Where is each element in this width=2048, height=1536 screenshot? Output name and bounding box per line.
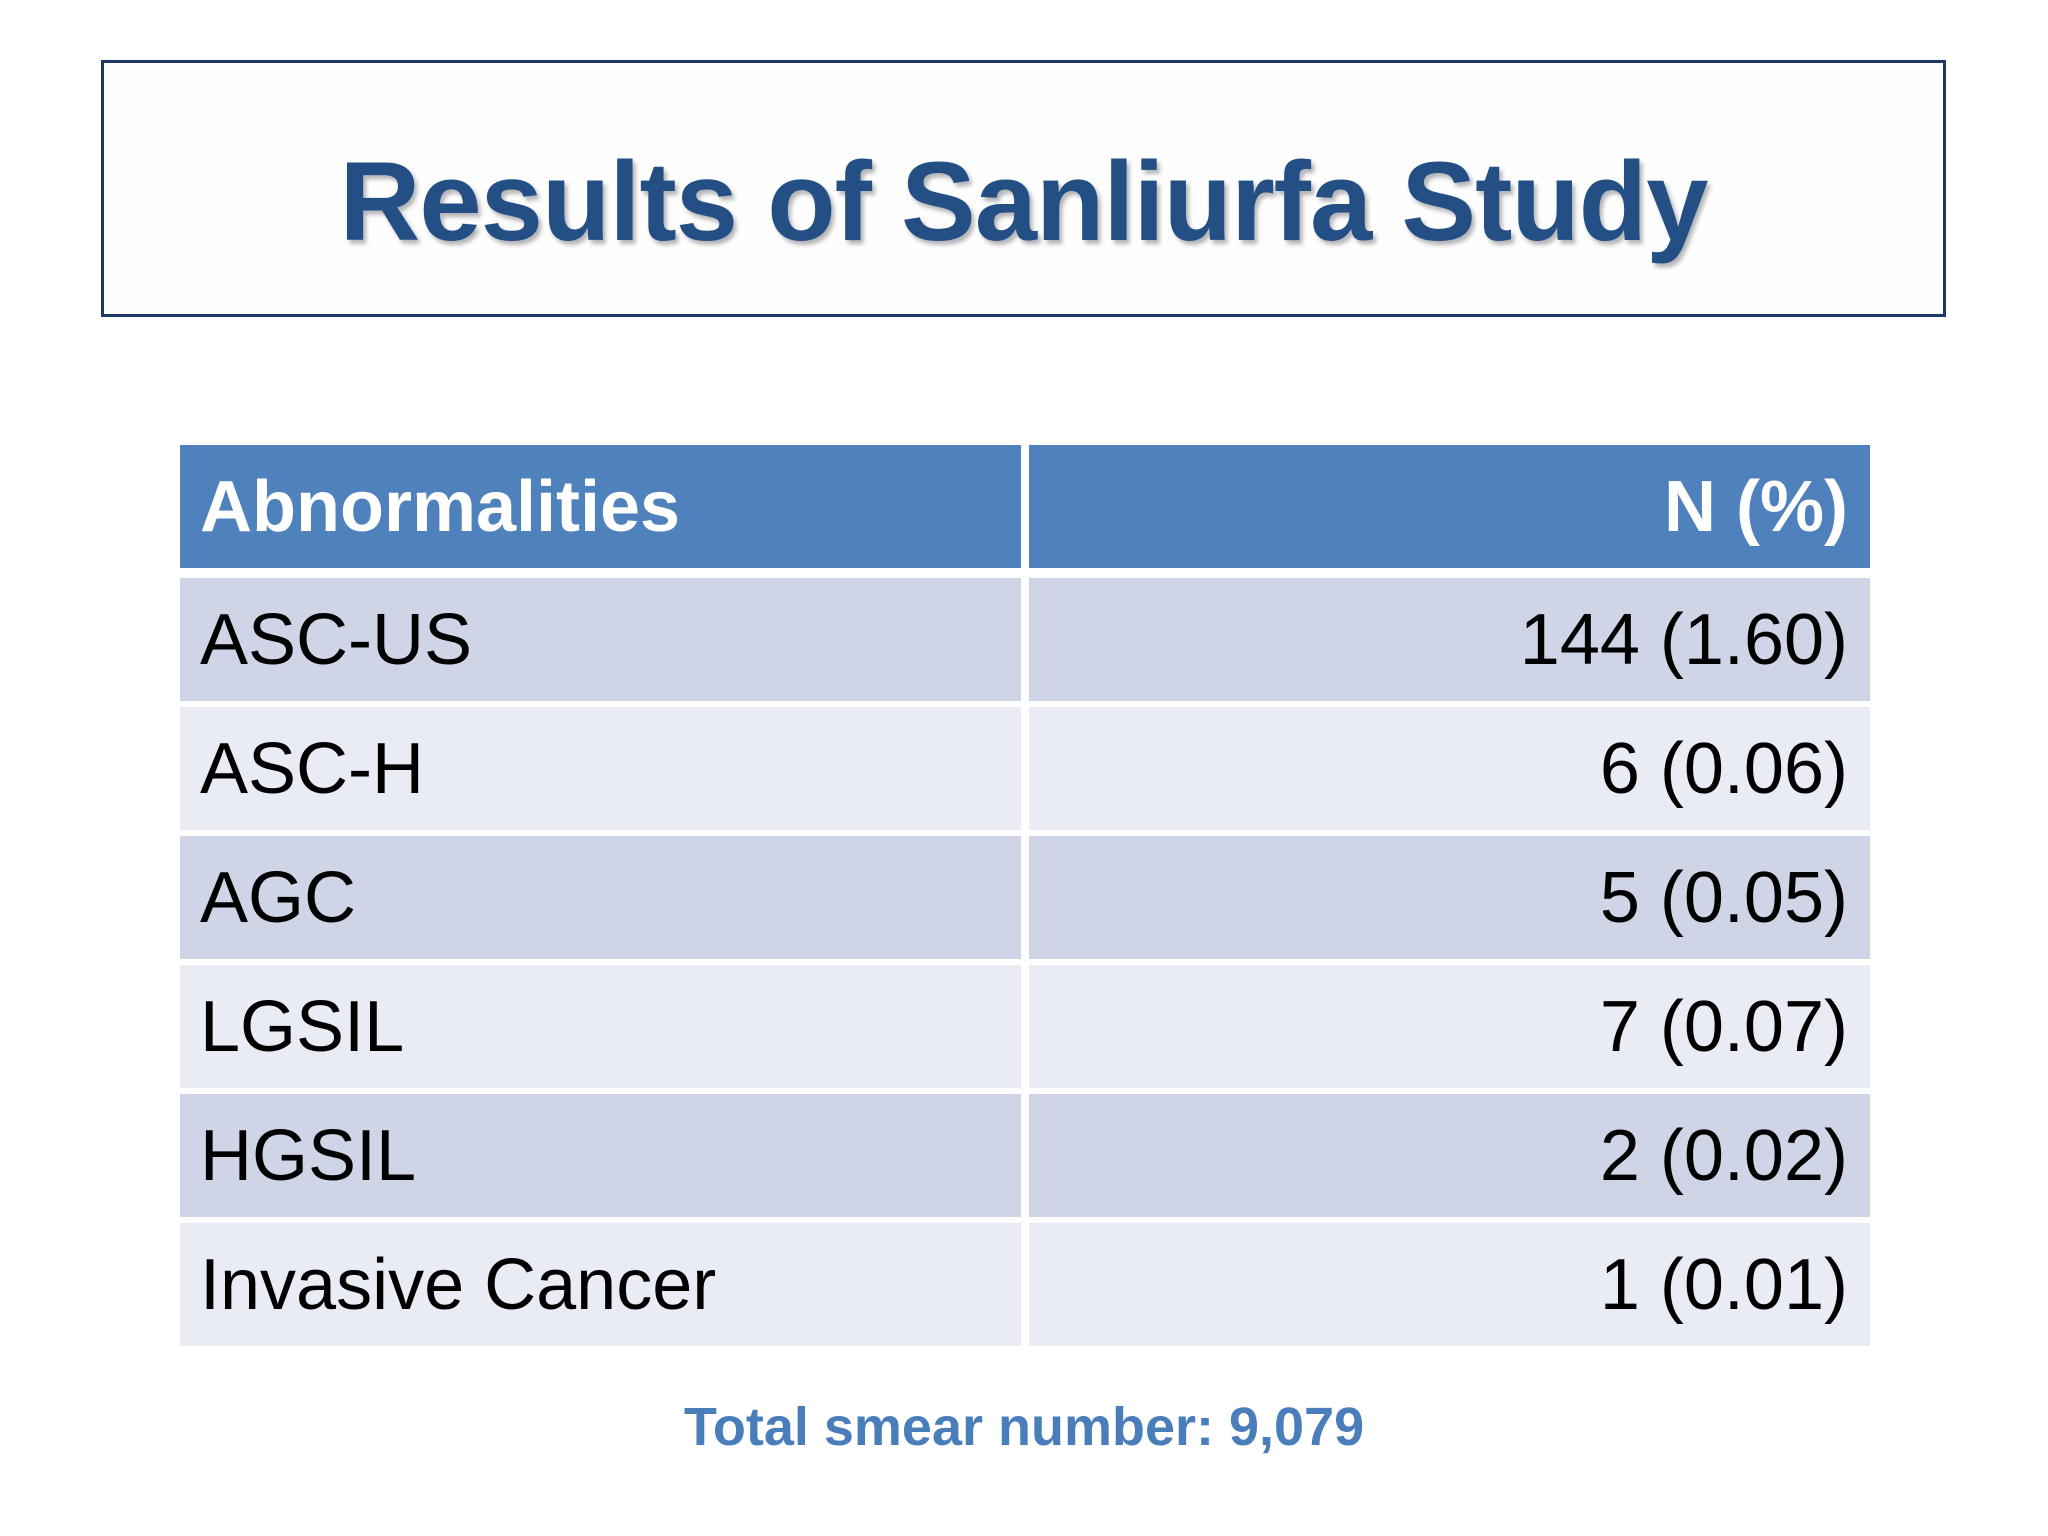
slide-title: Results of Sanliurfa Study — [339, 139, 1709, 264]
row-value: 2 (0.02) — [1029, 1094, 1870, 1217]
column-header-n-percent: N (%) — [1029, 445, 1870, 568]
row-label: AGC — [180, 836, 1021, 959]
results-table: Abnormalities N (%) ASC-US 144 (1.60) AS… — [180, 445, 1870, 1352]
table-row-asc-h: ASC-H 6 (0.06) — [180, 707, 1870, 830]
row-value: 7 (0.07) — [1029, 965, 1870, 1088]
table-row-invasive-cancer: Invasive Cancer 1 (0.01) — [180, 1223, 1870, 1346]
title-box: Results of Sanliurfa Study — [101, 60, 1946, 317]
table-header-row: Abnormalities N (%) — [180, 445, 1870, 568]
row-label: ASC-US — [180, 578, 1021, 701]
row-value: 144 (1.60) — [1029, 578, 1870, 701]
row-label: HGSIL — [180, 1094, 1021, 1217]
table-row-asc-us: ASC-US 144 (1.60) — [180, 578, 1870, 701]
row-label: ASC-H — [180, 707, 1021, 830]
table-row-lgsil: LGSIL 7 (0.07) — [180, 965, 1870, 1088]
row-label: Invasive Cancer — [180, 1223, 1021, 1346]
row-value: 1 (0.01) — [1029, 1223, 1870, 1346]
table-row-hgsil: HGSIL 2 (0.02) — [180, 1094, 1870, 1217]
table-row-agc: AGC 5 (0.05) — [180, 836, 1870, 959]
row-label: LGSIL — [180, 965, 1021, 1088]
row-value: 6 (0.06) — [1029, 707, 1870, 830]
column-header-abnormalities: Abnormalities — [180, 445, 1021, 568]
row-value: 5 (0.05) — [1029, 836, 1870, 959]
total-smear-note: Total smear number: 9,079 — [683, 1397, 1365, 1457]
